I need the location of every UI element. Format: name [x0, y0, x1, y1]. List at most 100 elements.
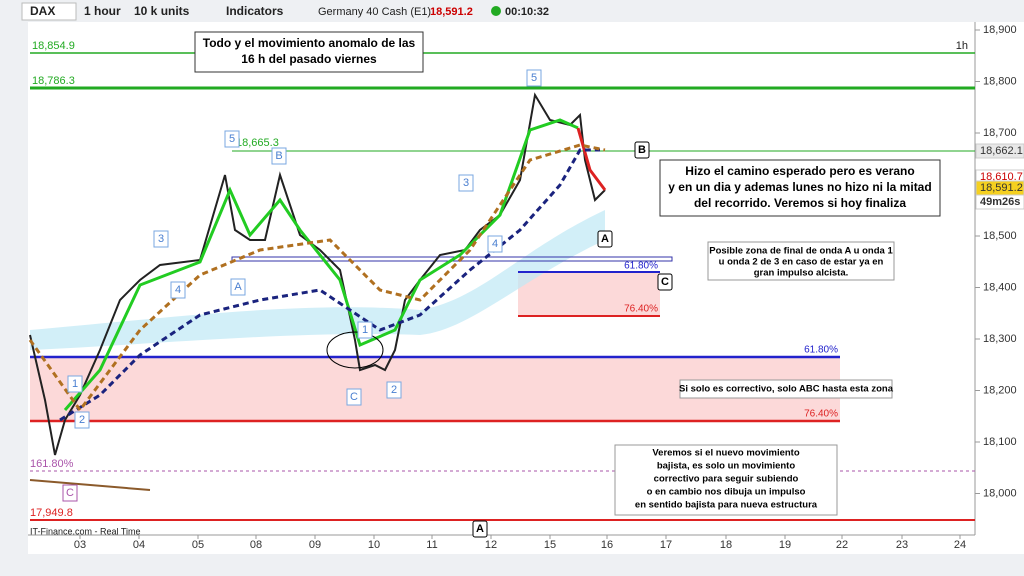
wave-box [346, 388, 362, 406]
wave-label: C [350, 391, 358, 403]
note: 16 h del pasado viernes [241, 52, 377, 66]
price-badge-label: 18,591.2 [980, 182, 1023, 194]
moving-average [576, 127, 607, 191]
note: Veremos si el nuevo movimiento [652, 448, 799, 459]
fib-zone-upper [518, 272, 660, 316]
note-box [679, 379, 893, 399]
units[interactable]: 10 k units [134, 4, 190, 18]
date-label: 15 [544, 539, 556, 551]
wave-label: 5 [229, 133, 235, 145]
date-label: 19 [779, 539, 791, 551]
note-box [707, 241, 895, 281]
date-label: 10 [368, 539, 380, 551]
note: correctivo para seguir subiendo [654, 474, 799, 485]
note: bajista, es solo un movimiento [657, 461, 796, 472]
timeframe[interactable]: 1 hour [84, 4, 121, 18]
moving-average [63, 118, 579, 411]
note: gran impulso alcista. [754, 268, 849, 279]
date-label: 05 [192, 539, 204, 551]
wave-box [224, 130, 240, 148]
date-label: 04 [133, 539, 145, 551]
wave-box [153, 230, 169, 248]
note: u onda 2 de 3 en caso de estar ya en [719, 257, 884, 268]
level-label: 18,786.3 [32, 75, 75, 87]
toolbar [0, 0, 1024, 22]
footer: IT-Finance.com - Real Time [30, 526, 141, 536]
wave-box [271, 147, 287, 165]
wave-box [230, 278, 246, 296]
cloud [30, 210, 605, 350]
wave-box [634, 141, 650, 159]
symbol[interactable]: DAX [30, 4, 55, 18]
wave-label: 3 [463, 177, 469, 189]
wave-label: 5 [531, 72, 537, 84]
wave-label: 4 [175, 284, 181, 296]
period: 1h [956, 40, 968, 52]
symbol-box[interactable] [21, 2, 77, 21]
level-label: 18,854.9 [32, 40, 75, 52]
price-label: 18,700 [983, 127, 1017, 139]
wave-label: 2 [391, 384, 397, 396]
date-label: 18 [720, 539, 732, 551]
note: o en cambio nos dibuja un impulso [647, 487, 806, 498]
date-label: 03 [74, 539, 86, 551]
price-badge-label: 49m26s [980, 196, 1020, 208]
tool-sidebar [0, 22, 28, 554]
price-badge-label: 18,610.7 [980, 171, 1023, 183]
date-label: 17 [660, 539, 672, 551]
wave-label: A [234, 281, 242, 293]
note: Hizo el camino esperado pero es verano [685, 164, 914, 178]
note-box [194, 31, 424, 73]
wave-label: B [275, 150, 282, 162]
wave-label: C [661, 276, 669, 288]
wave-box [357, 321, 373, 339]
note-box [659, 159, 941, 217]
price-badge [975, 143, 1024, 159]
wave-label: 4 [492, 238, 498, 250]
wave-label: A [601, 233, 609, 245]
moving-average [28, 143, 606, 413]
highlight-circle [326, 331, 384, 369]
note: Si solo es correctivo, solo ABC hasta es… [679, 384, 894, 395]
wave-box [472, 520, 488, 538]
indicators[interactable]: Indicators [226, 4, 284, 18]
date-label: 24 [954, 539, 966, 551]
date-label: 11 [426, 539, 437, 551]
level-label: 18,665.3 [236, 137, 279, 149]
note: Posible zona de final de onda A u onda 1 [709, 246, 893, 257]
price-label: 18,200 [983, 384, 1017, 396]
level-label: 76.40% [624, 304, 658, 315]
bottom-bar [0, 554, 1024, 576]
note: y en un dia y ademas lunes no hizo ni la… [668, 180, 931, 194]
wave-label: 2 [79, 414, 85, 426]
level-label: 161.80% [30, 458, 74, 470]
moving-average [59, 148, 600, 422]
wave-box [458, 174, 474, 192]
wave-label: 1 [72, 378, 78, 390]
level-label: 17,949.8 [30, 507, 73, 519]
date-label: 22 [836, 539, 848, 551]
wave-label: B [638, 144, 646, 156]
note: en sentido bajista para nueva estructura [635, 500, 818, 511]
wave-box [657, 273, 673, 291]
price-label: 18,000 [983, 487, 1017, 499]
wave-label: 3 [158, 233, 164, 245]
price-badge-label: 18,662.1 [980, 145, 1023, 157]
level-label: 61.80% [804, 345, 838, 356]
wave-box [386, 381, 402, 399]
wave-label: A [476, 523, 484, 535]
date-label: 12 [485, 539, 497, 551]
last-price: 18,591.2 [430, 6, 473, 18]
level-label: 61.80% [624, 261, 658, 272]
wave-label: 1 [362, 324, 368, 336]
date-label: 09 [309, 539, 321, 551]
wave-box [487, 235, 503, 253]
date-label: 08 [250, 539, 262, 551]
status-dot [491, 6, 501, 16]
instrument: Germany 40 Cash (E1) [318, 6, 431, 18]
wave-label: C [66, 487, 74, 499]
wave-box [170, 281, 186, 299]
note: Todo y el movimiento anomalo de las [203, 36, 416, 50]
wave-box [62, 484, 78, 502]
